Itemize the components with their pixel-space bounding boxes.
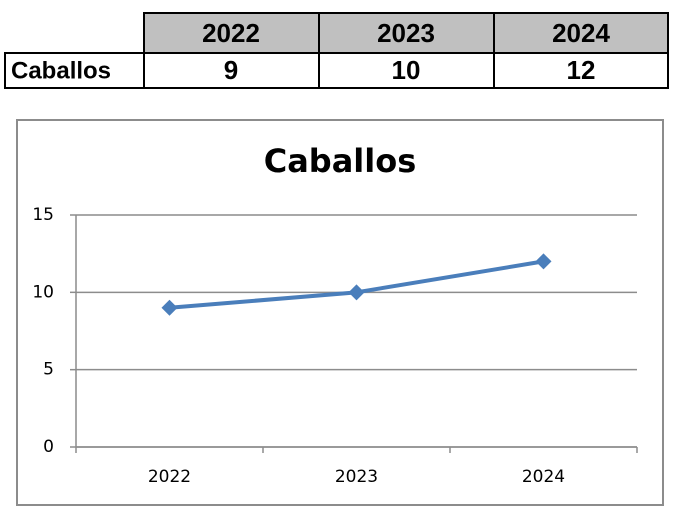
- row-label: Caballos: [11, 57, 111, 84]
- x-tick-label: 2023: [335, 467, 378, 487]
- x-tick-label: 2022: [148, 467, 191, 487]
- column-header: 2024: [552, 18, 610, 48]
- column-header: 2023: [377, 18, 435, 48]
- plot-area: 0 5 10 15 2022 2023 2024: [32, 205, 638, 487]
- value-cell: [318, 52, 495, 89]
- y-tick-label: 15: [32, 205, 54, 225]
- x-tick-label: 2024: [522, 467, 565, 487]
- value-cell: [143, 52, 320, 89]
- data-marker: [348, 284, 365, 301]
- y-tick-label: 5: [43, 360, 54, 380]
- cell-value: 9: [224, 55, 238, 85]
- cell-value: 12: [567, 55, 596, 85]
- chart-title: Caballos: [264, 142, 417, 180]
- data-marker: [161, 299, 178, 316]
- y-tick-label: 10: [32, 282, 54, 302]
- value-cell: [493, 52, 669, 89]
- y-tick-label: 0: [43, 437, 54, 457]
- data-marker: [535, 253, 552, 270]
- data-table: 2022 2023 2024 Caballos 9 10 12: [4, 12, 669, 89]
- chart-frame: [16, 119, 664, 506]
- header-cell: [318, 12, 495, 54]
- header-cell: [143, 12, 320, 54]
- column-header: 2022: [202, 18, 260, 48]
- cell-value: 10: [392, 55, 421, 85]
